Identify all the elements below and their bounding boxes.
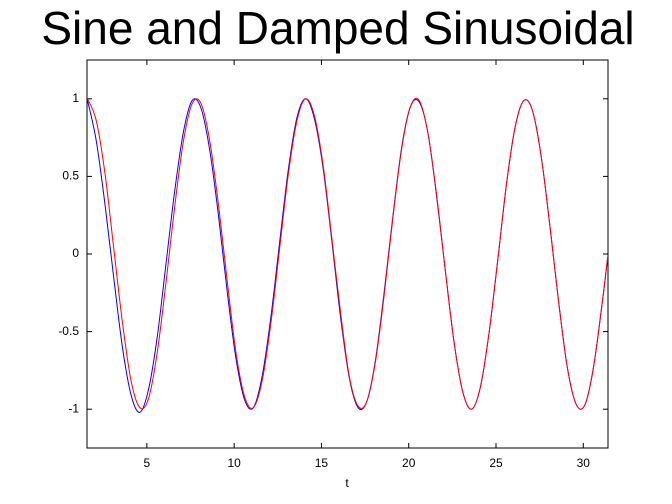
y-tick-label: 0 (72, 246, 79, 260)
y-tick-label: -0.5 (58, 324, 79, 338)
x-tick-label: 25 (489, 456, 503, 470)
x-axis-label: t (345, 476, 349, 490)
x-tick-label: 5 (144, 456, 151, 470)
data-line (87, 97, 608, 410)
y-tick-label: -1 (68, 401, 79, 415)
chart-title: Sine and Damped Sinusoidal (41, 2, 634, 54)
y-tick-label: 0.5 (62, 169, 79, 183)
x-tick-label: 20 (402, 456, 416, 470)
x-tick-label: 30 (577, 456, 591, 470)
x-tick-label: 15 (315, 456, 329, 470)
x-tick-label: 10 (227, 456, 241, 470)
y-tick-label: 1 (72, 91, 79, 105)
